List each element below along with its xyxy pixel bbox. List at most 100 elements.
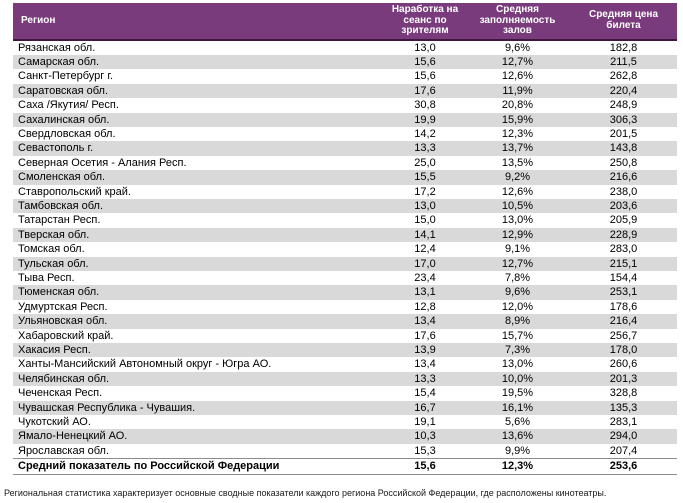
value-cell: 15,9% bbox=[501, 113, 534, 126]
value-cell: 215,1 bbox=[609, 257, 638, 270]
value-cell: 262,8 bbox=[609, 70, 638, 83]
value-cell: 12,9% bbox=[501, 228, 534, 241]
value-cell: 256,7 bbox=[609, 329, 638, 342]
footnote: Региональная статистика характеризует ос… bbox=[4, 487, 607, 498]
value-cell: 17,6 bbox=[414, 329, 436, 342]
table-row: Рязанская обл. 13,0 9,6% 182,8 bbox=[13, 40, 677, 55]
region-cell: Тюменская обл. bbox=[18, 286, 100, 299]
region-cell: Сахалинская обл. bbox=[18, 113, 110, 126]
table-header-row: Регион Наработка на сеанс по зрителям Ср… bbox=[13, 3, 677, 41]
value-cell: 328,8 bbox=[609, 387, 638, 400]
value-cell: 216,4 bbox=[609, 315, 638, 328]
value-cell: 9,2% bbox=[504, 171, 531, 184]
value-cell: 15,7% bbox=[501, 329, 534, 342]
value-cell: 205,9 bbox=[609, 214, 638, 227]
table-row: Ямало-Ненецкий АО. 10,3 13,6% 294,0 bbox=[13, 429, 677, 444]
table-row: Смоленская обл. 15,5 9,2% 216,6 bbox=[13, 170, 677, 185]
table-row: Челябинская обл. 13,3 10,0% 201,3 bbox=[13, 371, 677, 387]
value-cell: 12,4 bbox=[414, 243, 436, 256]
column-header-region: Регион bbox=[13, 3, 385, 41]
value-cell: 8,9% bbox=[504, 315, 531, 328]
value-cell: 294,0 bbox=[609, 430, 638, 443]
value-cell: 20,8% bbox=[501, 99, 534, 112]
value-cell: 13,0 bbox=[414, 41, 436, 54]
value-cell: 238,0 bbox=[609, 185, 638, 198]
value-cell: 216,6 bbox=[609, 171, 638, 184]
value-cell: 201,5 bbox=[609, 127, 638, 140]
value-cell: 13,3 bbox=[414, 372, 436, 385]
value-cell: 228,9 bbox=[609, 228, 638, 241]
value-cell: 14,2 bbox=[414, 127, 436, 140]
value-cell: 13,3 bbox=[414, 142, 436, 155]
region-cell: Самарская обл. bbox=[18, 55, 100, 68]
table-row: Саха /Якутия/ Респ. 30,8 20,8% 248,9 bbox=[13, 98, 677, 112]
value-cell: 13,0% bbox=[501, 358, 534, 371]
value-cell: 283,0 bbox=[609, 243, 638, 256]
region-cell: Рязанская обл. bbox=[18, 41, 96, 54]
value-cell: 16,1% bbox=[501, 401, 534, 414]
table-header: Регион Наработка на сеанс по зрителям Ср… bbox=[13, 3, 677, 41]
value-cell: 12,7% bbox=[501, 257, 534, 270]
value-cell: 17,2 bbox=[414, 185, 436, 198]
value-cell: 15,5 bbox=[414, 171, 436, 184]
table-row: Сахалинская обл. 19,9 15,9% 306,3 bbox=[13, 112, 677, 127]
region-cell: Свердловская обл. bbox=[18, 127, 116, 140]
table-row: Свердловская обл. 14,2 12,3% 201,5 bbox=[13, 127, 677, 141]
region-cell: Чукотский АО. bbox=[18, 416, 91, 429]
value-cell: 13,7% bbox=[501, 142, 534, 155]
table-row: Самарская обл. 15,6 12,7% 211,5 bbox=[13, 54, 677, 70]
value-cell: 10,0% bbox=[501, 372, 534, 385]
value-cell: 182,8 bbox=[609, 41, 638, 54]
value-cell: 220,4 bbox=[609, 84, 638, 97]
value-cell: 13,6% bbox=[501, 430, 534, 443]
table-row: Саратовская обл. 17,6 11,9% 220,4 bbox=[13, 83, 677, 99]
table-row: Хабаровский край. 17,6 15,7% 256,7 bbox=[13, 329, 677, 343]
table-row: Северная Осетия - Алания Респ. 25,0 13,5% 2… bbox=[13, 156, 677, 170]
value-cell: 11,9% bbox=[502, 84, 533, 97]
region-cell: Томская обл. bbox=[18, 243, 85, 256]
table-row: Удмуртская Респ. 12,8 12,0% 178,6 bbox=[13, 300, 677, 314]
value-cell: 13,4 bbox=[414, 315, 436, 328]
value-cell: 15,3 bbox=[414, 444, 436, 457]
region-cell: Хабаровский край. bbox=[18, 329, 114, 342]
value-cell: 12,8 bbox=[414, 300, 436, 313]
regional-stats-table: Регион Наработка на сеанс по зрителям Ср… bbox=[13, 3, 677, 475]
value-cell: 283,1 bbox=[609, 416, 638, 429]
table-body: Рязанская обл. 13,0 9,6% 182,8 Самарская обл… bbox=[13, 40, 677, 459]
value-cell: 15,6 bbox=[414, 70, 436, 83]
summary-label: Средний показатель по Российской Федерац… bbox=[13, 458, 385, 475]
value-cell: 178,6 bbox=[609, 300, 638, 313]
region-cell: Татарстан Респ. bbox=[18, 214, 101, 227]
value-cell: 201,3 bbox=[609, 372, 638, 385]
region-cell: Смоленская обл. bbox=[18, 171, 106, 184]
column-header-occupancy: Средняя заполняемость залов bbox=[465, 3, 570, 41]
value-cell: 9,9% bbox=[504, 444, 531, 457]
value-cell: 13,5% bbox=[501, 156, 534, 169]
region-cell: Тыва Респ. bbox=[18, 272, 75, 284]
value-cell: 17,6 bbox=[414, 84, 436, 97]
region-cell: Севастополь г. bbox=[18, 142, 94, 155]
column-header-ticket-price: Средняя цена билета bbox=[570, 3, 677, 41]
value-cell: 14,1 bbox=[414, 228, 436, 241]
value-cell: 16,7 bbox=[414, 401, 436, 414]
value-cell: 13,4 bbox=[414, 358, 436, 371]
value-cell: 12,3% bbox=[501, 127, 534, 140]
region-cell: Хакасия Респ. bbox=[18, 344, 91, 357]
value-cell: 15,4 bbox=[414, 387, 436, 400]
region-cell: Тульская обл. bbox=[18, 257, 89, 270]
region-cell: Челябинская обл. bbox=[18, 372, 110, 385]
value-cell: 9,1% bbox=[504, 243, 531, 256]
region-cell: Чувашская Республика - Чувашия. bbox=[18, 401, 196, 414]
region-cell: Ульяновская обл. bbox=[18, 315, 108, 328]
table-summary: Средний показатель по Российской Федерац… bbox=[13, 458, 677, 475]
region-cell: Ставропольский край. bbox=[18, 185, 131, 198]
column-header-performance: Наработка на сеанс по зрителям bbox=[385, 3, 465, 41]
value-cell: 19,1 bbox=[414, 416, 436, 429]
table-row: Тамбовская обл. 13,0 10,5% 203,6 bbox=[13, 198, 677, 214]
value-cell: 13,0 bbox=[414, 199, 436, 212]
value-cell: 23,4 bbox=[414, 272, 436, 284]
value-cell: 135,3 bbox=[609, 401, 638, 414]
summary-performance: 15,6 bbox=[385, 458, 465, 475]
value-cell: 9,6% bbox=[504, 41, 531, 54]
value-cell: 7,3% bbox=[504, 344, 531, 357]
